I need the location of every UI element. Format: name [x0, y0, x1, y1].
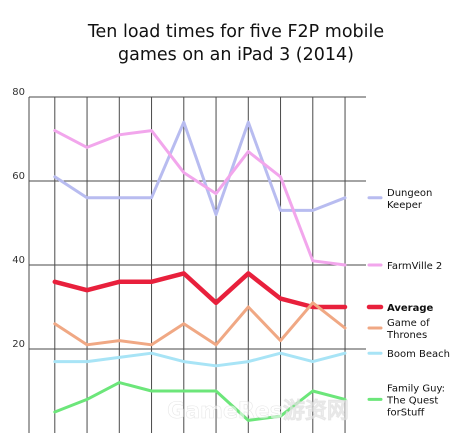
- y-axis: 20 40 60 80: [12, 87, 30, 433]
- chart-title-line-1: Ten load times for five F2P mobile: [87, 22, 384, 42]
- legend-label-dungeon-keeper: Dungeon: [387, 188, 432, 199]
- legend-label-game-of-thrones: Game of: [387, 318, 430, 329]
- y-tick-label: 40: [12, 255, 25, 266]
- series-line-farmville-2: [53, 129, 347, 267]
- legend-label-average: Average: [387, 303, 434, 314]
- chart-title-line-2: games on an iPad 3 (2014): [118, 45, 354, 65]
- legend-label-family-guy-the-quest-forstuff: The Quest: [386, 395, 438, 406]
- legend-label-boom-beach: Boom Beach: [387, 349, 450, 360]
- series-line-average: [52, 271, 348, 310]
- legend-label-game-of-thrones: Thrones: [386, 330, 427, 341]
- chart-title: Ten load times for five F2P mobile games…: [87, 22, 384, 65]
- y-tick-label: 80: [12, 87, 25, 98]
- plot-series: [52, 120, 348, 422]
- grid: [29, 96, 366, 433]
- legend-label-family-guy-the-quest-forstuff: forStuff: [387, 407, 425, 418]
- y-tick-label: 60: [12, 171, 25, 182]
- watermark: GameRes游资网: [167, 398, 349, 424]
- legend-label-dungeon-keeper: Keeper: [387, 200, 423, 211]
- series-line-boom-beach: [53, 351, 347, 368]
- y-tick-label: 20: [12, 339, 25, 350]
- series-line-game-of-thrones: [53, 301, 347, 347]
- legend-label-farmville-2: FarmVille 2: [387, 261, 442, 272]
- series-line-dungeon-keeper: [53, 120, 347, 217]
- legend-label-family-guy-the-quest-forstuff: Family Guy:: [387, 383, 445, 394]
- series-line-family-guy-the-quest-forstuff: [53, 381, 347, 422]
